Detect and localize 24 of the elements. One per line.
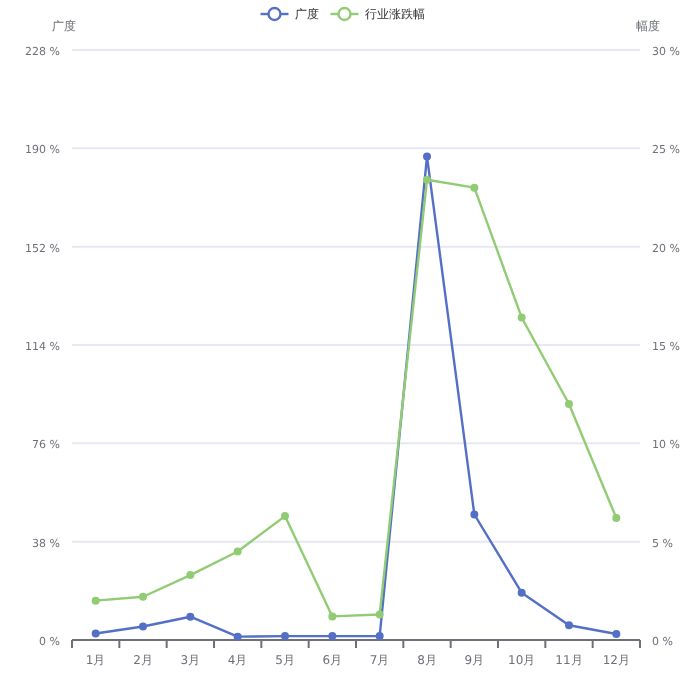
point xyxy=(517,313,526,322)
point xyxy=(375,610,384,619)
point xyxy=(565,621,573,630)
point xyxy=(612,514,621,523)
point xyxy=(612,630,621,639)
point xyxy=(91,629,100,638)
point xyxy=(281,632,289,641)
point xyxy=(423,175,431,184)
point xyxy=(470,183,479,192)
point xyxy=(281,512,289,521)
point xyxy=(233,632,242,641)
point xyxy=(91,596,100,605)
point xyxy=(139,622,147,631)
point xyxy=(139,592,147,601)
point xyxy=(375,632,384,641)
point xyxy=(186,571,195,580)
point xyxy=(233,547,242,556)
point xyxy=(423,152,431,161)
point xyxy=(565,400,573,408)
point xyxy=(186,612,195,621)
point xyxy=(517,588,526,597)
point xyxy=(328,612,337,621)
point xyxy=(470,510,479,519)
point xyxy=(328,632,337,641)
